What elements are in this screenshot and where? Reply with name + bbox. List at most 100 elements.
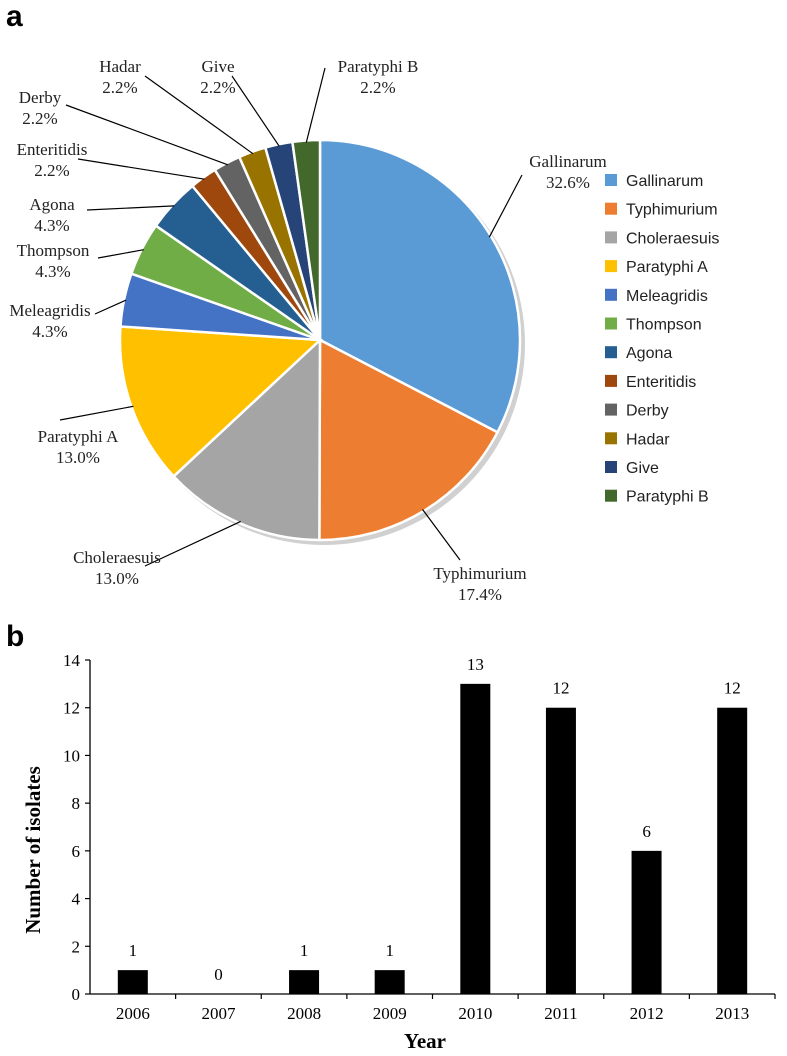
data-label-2011: 12 xyxy=(552,679,569,698)
legend-label-meleagridis: Meleagridis xyxy=(626,288,708,305)
y-tick-label-14: 14 xyxy=(63,651,81,670)
pie-legend: Gallinarum Typhimurium Choleraesuis Paratyp… xyxy=(605,173,719,506)
legend-label-gallinarum: Gallinarum xyxy=(626,173,703,190)
legend-label-paratyphi-b: Paratyphi B xyxy=(626,489,709,506)
pie-slice-paratyphi-b xyxy=(290,138,322,341)
pie-labels: Gallinarum 32.6% Typhimurium 17.4% Choleraes… xyxy=(9,57,606,604)
x-tick-label-2009: 2009 xyxy=(373,1004,407,1023)
legend-label-choleraesuis: Choleraesuis xyxy=(626,230,719,247)
legend-swatch-enteritidis xyxy=(605,374,617,387)
leader-line-agona xyxy=(86,205,175,211)
x-tick-label-2008: 2008 xyxy=(287,1004,321,1023)
x-tick-label-2012: 2012 xyxy=(630,1004,664,1023)
bar-2013 xyxy=(717,707,748,994)
bar-2006 xyxy=(117,970,148,994)
x-tick-label-2006: 2006 xyxy=(116,1004,150,1023)
legend-swatch-gallinarum xyxy=(605,174,617,186)
leader-line-typhimurium xyxy=(422,509,461,561)
legend-label-agona: Agona xyxy=(626,345,672,362)
legend-swatch-thompson xyxy=(605,317,617,330)
slice-label-thompson: Thompson xyxy=(17,241,90,260)
legend-swatch-paratyphi-b xyxy=(605,489,617,502)
data-label-2010: 13 xyxy=(467,655,484,674)
legend-swatch-derby xyxy=(605,403,617,416)
legend-swatch-paratyphi-a xyxy=(605,260,617,273)
bar-2012 xyxy=(631,850,662,994)
pie-slice-gallinarum xyxy=(318,138,522,434)
x-axis-title: Year xyxy=(404,1029,446,1053)
slice-pct-give: 2.2% xyxy=(200,78,235,97)
bar-2011 xyxy=(545,707,576,994)
bar-2009 xyxy=(374,970,405,994)
leader-line-choleraesuis xyxy=(144,520,241,567)
slice-pct-choleraesuis: 13.0% xyxy=(95,569,139,588)
y-tick-label-8: 8 xyxy=(72,794,81,813)
legend-label-give: Give xyxy=(626,460,659,477)
pie-chart-panel: a Gallinarum 32.6% Typhimurium 17.4% Cholera… xyxy=(6,0,719,604)
y-tick-label-6: 6 xyxy=(72,842,81,861)
slice-pct-paratyphi-b: 2.2% xyxy=(360,78,395,97)
leader-line-thompson xyxy=(97,249,144,259)
leader-line-enteritidis xyxy=(77,158,205,180)
legend-label-derby: Derby xyxy=(626,403,669,420)
slice-label-derby: Derby xyxy=(19,88,62,107)
slice-label-paratyphi-b: Paratyphi B xyxy=(338,57,419,76)
data-label-2008: 1 xyxy=(300,941,309,960)
bar-2010 xyxy=(460,683,491,994)
leader-line-paratyphi-a xyxy=(59,405,134,421)
slice-pct-hadar: 2.2% xyxy=(102,78,137,97)
data-label-2013: 12 xyxy=(724,679,741,698)
slice-pct-derby: 2.2% xyxy=(22,109,57,128)
bar-data-labels: 1 0 1 1 13 12 6 12 xyxy=(129,655,741,984)
bar-axes xyxy=(89,660,775,995)
legend-label-paratyphi-a: Paratyphi A xyxy=(626,259,708,276)
legend-label-thompson: Thompson xyxy=(626,317,702,334)
leader-line-derby xyxy=(65,104,229,166)
pie-leader-lines xyxy=(59,67,523,567)
legend-swatch-choleraesuis xyxy=(605,231,617,244)
legend-swatch-meleagridis xyxy=(605,288,617,301)
y-tick-label-0: 0 xyxy=(72,985,81,1004)
y-tick-label-12: 12 xyxy=(63,699,80,718)
slice-label-agona: Agona xyxy=(29,195,75,214)
slice-label-give: Give xyxy=(201,57,234,76)
y-tick-label-4: 4 xyxy=(72,890,81,909)
data-label-2007: 0 xyxy=(214,965,223,984)
slice-pct-thompson: 4.3% xyxy=(35,262,70,281)
pie-slices xyxy=(118,138,522,542)
slice-pct-typhimurium: 17.4% xyxy=(458,585,502,604)
slice-label-gallinarum: Gallinarum xyxy=(529,152,606,171)
panel-label-a: a xyxy=(6,0,23,33)
slice-label-typhimurium: Typhimurium xyxy=(433,564,526,583)
slice-label-hadar: Hadar xyxy=(99,57,141,76)
data-label-2009: 1 xyxy=(385,941,394,960)
bar-marks xyxy=(117,683,748,994)
y-axis-title: Number of isolates xyxy=(21,766,45,934)
y-tick-label-10: 10 xyxy=(63,746,80,765)
leader-line-paratyphi-b xyxy=(305,67,326,143)
x-tick-label-2007: 2007 xyxy=(201,1004,236,1023)
legend-swatch-typhimurium xyxy=(605,202,617,215)
bar-y-ticks: 0 2 4 6 8 10 12 14 xyxy=(63,651,90,1004)
slice-label-meleagridis: Meleagridis xyxy=(9,301,90,320)
slice-pct-paratyphi-a: 13.0% xyxy=(56,448,100,467)
slice-pct-agona: 4.3% xyxy=(34,216,69,235)
legend-swatch-agona xyxy=(605,346,617,359)
bar-2008 xyxy=(289,970,320,994)
slice-label-choleraesuis: Choleraesuis xyxy=(73,548,161,567)
slice-pct-gallinarum: 32.6% xyxy=(546,173,590,192)
leader-line-gallinarum xyxy=(488,174,523,238)
x-tick-label-2010: 2010 xyxy=(458,1004,492,1023)
legend-swatch-give xyxy=(605,461,617,473)
y-tick-label-2: 2 xyxy=(72,937,81,956)
x-tick-label-2011: 2011 xyxy=(544,1004,577,1023)
leader-line-meleagridis xyxy=(94,299,127,315)
x-tick-label-2013: 2013 xyxy=(715,1004,749,1023)
pie-slice-choleraesuis xyxy=(171,337,322,542)
slice-label-paratyphi-a: Paratyphi A xyxy=(38,427,119,446)
legend-label-enteritidis: Enteritidis xyxy=(626,374,696,391)
data-label-2006: 1 xyxy=(129,941,138,960)
slice-pct-enteritidis: 2.2% xyxy=(34,161,69,180)
